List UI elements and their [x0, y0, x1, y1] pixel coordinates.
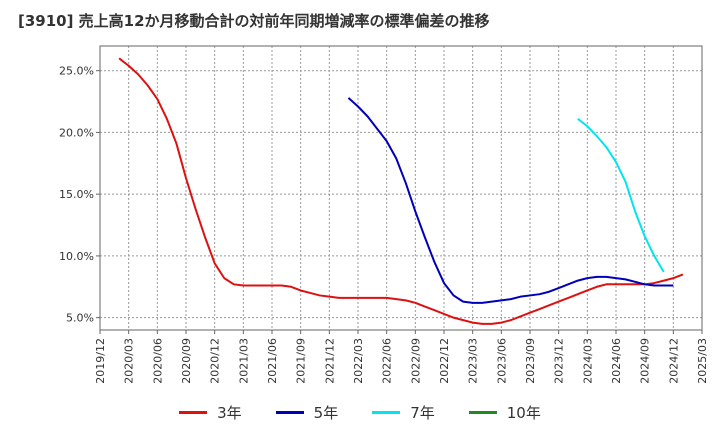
y-tick-label: 10.0%	[59, 250, 94, 263]
plot-area	[99, 45, 703, 331]
x-tick-label: 2023/12	[553, 338, 566, 384]
x-tick-label: 2024/12	[667, 338, 680, 384]
series-line-1	[347, 97, 674, 304]
x-tick-label: 2024/09	[639, 338, 652, 384]
y-tick-label: 5.0%	[66, 312, 94, 325]
legend-item-10y: 10年	[468, 402, 541, 423]
legend-swatch-3y	[179, 411, 208, 414]
x-tick-label: 2020/03	[123, 338, 136, 384]
legend-item-5y: 5年	[275, 402, 339, 423]
x-tick-label: 2023/03	[467, 338, 480, 384]
y-tick-label: 20.0%	[59, 126, 94, 139]
x-tick-label: 2024/06	[610, 338, 623, 384]
series-line-2	[577, 118, 665, 273]
x-tick-label: 2025/03	[696, 338, 709, 384]
x-tick-label: 2021/12	[323, 338, 336, 384]
x-tick-label: 2022/06	[381, 338, 394, 384]
x-tick-label: 2021/06	[266, 338, 279, 384]
x-tick-label: 2023/06	[495, 338, 508, 384]
x-tick-label: 2019/12	[94, 338, 107, 384]
x-tick-label: 2021/03	[237, 338, 250, 384]
y-tick-label: 25.0%	[59, 65, 94, 78]
x-axis: 2019/12 2020/03 2020/06 2020/09 2020/12 2021/…	[94, 330, 709, 384]
y-axis: 5.0% 10.0% 15.0% 20.0% 25.0%	[59, 65, 100, 325]
x-tick-label: 2022/12	[438, 338, 451, 384]
legend-item-7y: 7年	[372, 402, 435, 423]
legend-swatch-10y	[468, 411, 497, 414]
x-tick-label: 2020/12	[209, 338, 222, 384]
x-tick-label: 2022/03	[352, 338, 365, 384]
legend-label-5y: 5年	[313, 404, 339, 422]
grid-lines	[100, 46, 702, 330]
series-lines	[118, 57, 684, 325]
y-tick-label: 15.0%	[59, 188, 94, 201]
legend-item-3y: 3年	[179, 402, 242, 423]
x-tick-label: 2023/09	[524, 338, 537, 384]
series-line-0	[118, 57, 684, 325]
legend-label-7y: 7年	[410, 404, 435, 422]
x-tick-label: 2024/03	[581, 338, 594, 384]
legend: 3年 5年 7年 10年	[0, 402, 720, 423]
x-tick-label: 2021/09	[295, 338, 308, 384]
legend-label-3y: 3年	[217, 404, 242, 422]
x-tick-label: 2022/09	[409, 338, 422, 384]
legend-label-10y: 10年	[506, 404, 541, 422]
legend-swatch-5y	[275, 411, 304, 414]
x-tick-label: 2020/09	[180, 338, 193, 384]
legend-swatch-7y	[372, 411, 401, 414]
chart-title: [3910] 売上高12か月移動合計の対前年同期増減率の標準偏差の推移	[18, 12, 490, 30]
x-tick-label: 2020/06	[151, 338, 164, 384]
